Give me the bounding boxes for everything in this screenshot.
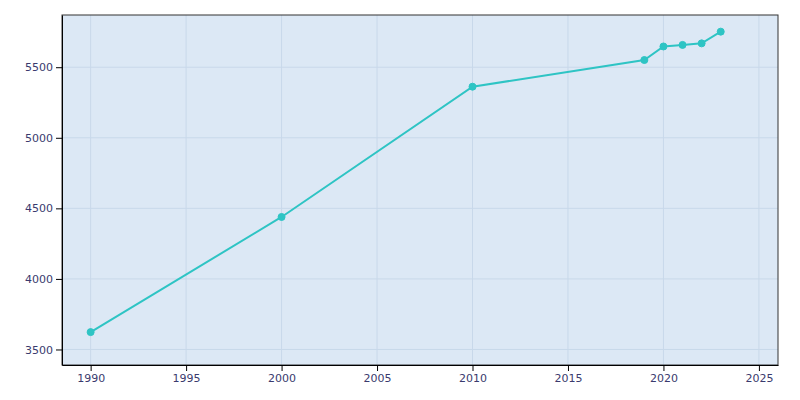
plot: 1990 1995 2000 2005 2010 2015 2020 2025 3500 4000… [25,15,779,385]
axis-line [63,365,779,366]
tick-mark [473,365,474,371]
tick: 4000 [25,273,62,286]
tick-label: 1990 [77,372,105,385]
grid-line-y [62,67,778,68]
grid [62,15,778,365]
y-axis: 3500 4000 4500 5000 5500 [25,16,63,366]
tick: 3500 [25,343,62,356]
tick: 4500 [25,202,62,215]
tick-label: 2000 [268,372,296,385]
tick-mark [56,67,62,68]
plot-background [62,15,778,365]
tick: 1990 [77,365,105,385]
tick-mark [663,365,664,371]
tick-mark [568,365,569,371]
tick: 5500 [25,61,62,74]
tick-mark [56,138,62,139]
tick-label: 5000 [25,132,53,145]
x-axis: 1990 1995 2000 2005 2010 2015 2020 2025 [63,365,779,385]
tick-mark [56,208,62,209]
tick-label: 2025 [745,372,773,385]
tick-mark [56,349,62,350]
tick-label: 2020 [650,372,678,385]
point [717,28,724,35]
tick-mark [186,365,187,371]
plot-frame [62,15,778,365]
tick-mark [282,365,283,371]
tick: 2010 [459,365,487,385]
point [679,41,686,48]
tick-label: 2005 [364,372,392,385]
point [641,57,648,64]
tick-label: 2015 [554,372,582,385]
tick-label: 2010 [459,372,487,385]
point [698,40,705,47]
tick: 2020 [650,365,678,385]
point [469,83,476,90]
grid-line-y [62,137,778,138]
data-layer [87,28,724,335]
tick: 2005 [364,365,392,385]
grid-line-y [62,278,778,279]
point [660,43,667,50]
tick: 2015 [554,365,582,385]
grid-line-y [62,349,778,350]
tick-mark [56,279,62,280]
point [87,329,94,336]
point [278,213,285,220]
chart: 1990 1995 2000 2005 2010 2015 2020 2025 3500 4000… [0,0,800,400]
tick: 2000 [268,365,296,385]
tick-mark [377,365,378,371]
grid-line-y [62,208,778,209]
tick-label: 4000 [25,273,53,286]
tick-label: 3500 [25,343,53,356]
axis-line [62,16,63,366]
tick-label: 1995 [173,372,201,385]
tick-mark [759,365,760,371]
tick: 5000 [25,132,62,145]
tick-label: 4500 [25,202,53,215]
tick-mark [91,365,92,371]
line [91,32,721,332]
tick: 1995 [173,365,201,385]
tick: 2025 [745,365,773,385]
tick-label: 5500 [25,61,53,74]
